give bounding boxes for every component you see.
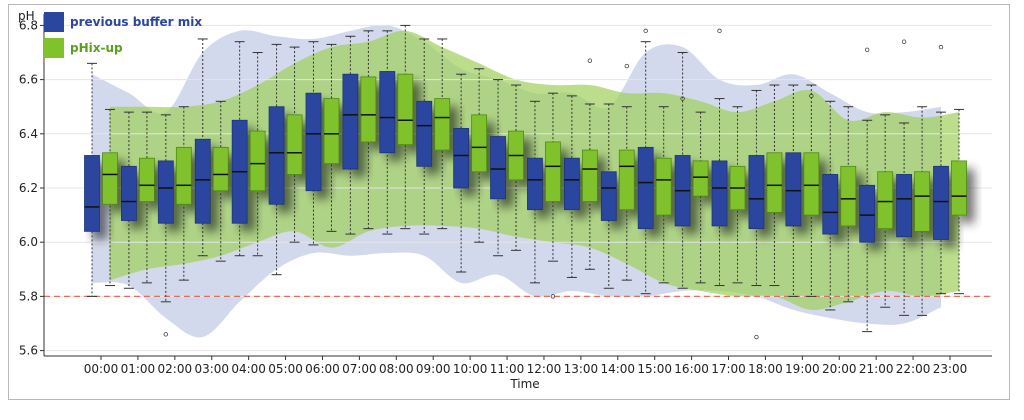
y-axis-label: pH (18, 9, 35, 23)
box-phix (951, 160, 967, 216)
x-tick-label: 06:00 (305, 362, 340, 376)
box-marks (84, 24, 967, 340)
outlier-phix (587, 58, 593, 63)
legend-label-previous: previous buffer mix (70, 15, 202, 29)
box-phix (286, 114, 303, 175)
x-tick-label: 04:00 (231, 362, 266, 376)
box-previous (785, 152, 802, 227)
legend: previous buffer mix pHix-up (44, 12, 202, 58)
x-tick-label: 02:00 (158, 362, 193, 376)
box-phix (766, 152, 783, 213)
box-phix (360, 76, 377, 143)
box-previous (416, 100, 433, 167)
box-previous (379, 71, 396, 154)
outlier-phix (550, 294, 556, 299)
box-phix (545, 141, 561, 202)
x-tick-label: 12:00 (527, 362, 562, 376)
x-tick-label: 01:00 (121, 362, 156, 376)
outlier-previous (754, 334, 759, 340)
x-tick-label: 03:00 (194, 362, 229, 376)
box-previous (490, 136, 506, 200)
box-phix (249, 130, 266, 192)
y-tick-label: 5.8 (19, 289, 38, 303)
x-tick-label: 09:00 (416, 362, 451, 376)
x-tick-label: 13:00 (564, 362, 599, 376)
box-previous (527, 157, 543, 211)
outlier-previous (717, 28, 722, 34)
legend-swatch-phix (44, 38, 64, 58)
x-tick-label: 18:00 (748, 362, 783, 376)
box-previous (342, 73, 359, 170)
x-tick-label: 08:00 (379, 362, 414, 376)
box-previous (711, 160, 728, 227)
x-tick-labels: 00:00 01:00 02:00 03:00 04:00 05:00 06:00 07:00… (84, 356, 968, 376)
box-phix (655, 157, 672, 216)
y-tick-label: 6.4 (19, 127, 38, 141)
x-tick-label: 14:00 (600, 362, 635, 376)
x-tick-label: 11:00 (490, 362, 525, 376)
box-phix (212, 146, 229, 192)
box-previous (637, 146, 654, 230)
outlier-previous (643, 28, 648, 34)
y-tick-label: 6.6 (19, 73, 38, 87)
box-previous (822, 174, 839, 235)
outlier-previous (901, 39, 907, 44)
box-previous (121, 165, 137, 221)
x-tick-label: 23:00 (933, 362, 968, 376)
outlier-previous (864, 47, 870, 53)
box-phix (323, 98, 340, 165)
outlier-previous (938, 44, 944, 50)
box-previous (859, 184, 876, 243)
box-previous (194, 138, 211, 224)
x-tick-label: 19:00 (785, 362, 820, 376)
box-phix (434, 98, 451, 151)
outlier-previous (163, 332, 169, 337)
box-previous (453, 127, 470, 189)
box-previous (157, 160, 174, 224)
box-previous (268, 106, 285, 205)
box-previous (896, 174, 912, 238)
x-tick-label: 22:00 (896, 362, 931, 376)
box-previous (748, 155, 765, 230)
box-phix (692, 160, 709, 197)
y-tick-label: 5.6 (19, 344, 38, 358)
box-previous (84, 155, 100, 232)
box-phix (175, 146, 192, 205)
box-previous (933, 165, 949, 240)
x-tick-label: 15:00 (637, 362, 672, 376)
box-phix (914, 171, 930, 232)
y-tick-label: 6.2 (19, 181, 38, 195)
box-phix (803, 152, 820, 216)
box-phix (618, 149, 635, 211)
x-tick-label: 00:00 (84, 362, 119, 376)
x-tick-label: 21:00 (859, 362, 894, 376)
x-tick-label: 17:00 (711, 362, 746, 376)
x-tick-label: 07:00 (342, 362, 377, 376)
x-axis-label: Time (509, 377, 539, 391)
outlier-phix (809, 93, 814, 99)
y-tick-label: 6.0 (19, 235, 38, 249)
box-phix (840, 165, 857, 227)
x-tick-label: 20:00 (822, 362, 857, 376)
outlier-previous (680, 96, 685, 101)
box-phix (397, 73, 414, 146)
box-phix (581, 149, 598, 202)
y-tick-label: 6.8 (19, 18, 38, 32)
box-previous (563, 157, 580, 211)
legend-swatch-previous (44, 12, 64, 32)
legend-label-phix: pHix-up (70, 41, 123, 55)
box-phix (102, 152, 118, 205)
box-phix (471, 114, 488, 173)
outlier-phix (624, 63, 629, 69)
box-previous (305, 92, 322, 192)
box-phix (877, 171, 894, 230)
box-phix (139, 157, 155, 202)
x-tick-label: 10:00 (453, 362, 488, 376)
x-tick-label: 05:00 (268, 362, 303, 376)
y-tick-labels: 5.6 5.8 6.0 6.2 6.4 6.6 6.8 (19, 18, 44, 358)
x-tick-label: 16:00 (674, 362, 709, 376)
box-previous (600, 171, 617, 221)
